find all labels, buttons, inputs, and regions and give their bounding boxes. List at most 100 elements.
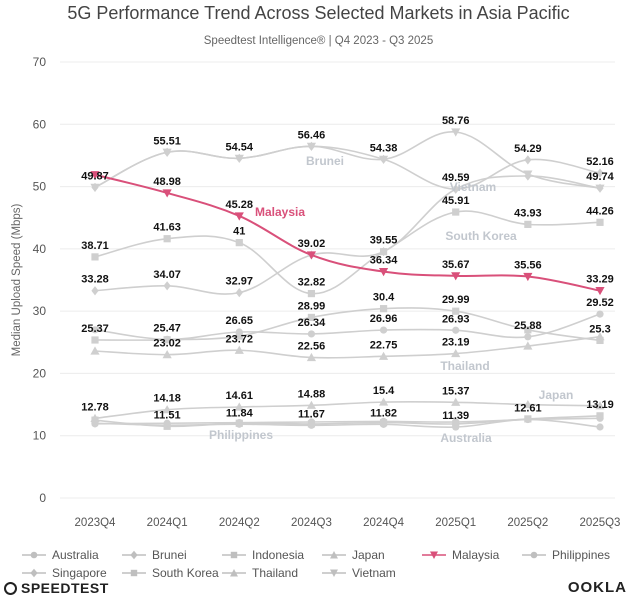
series-point-south-korea <box>307 289 316 298</box>
series-point-singapore <box>235 288 243 298</box>
series-point-extra-mid <box>379 326 388 334</box>
legend-label: South Korea <box>152 566 219 580</box>
data-label: 11.84 <box>226 407 254 419</box>
series-point-vietnam <box>523 170 533 179</box>
series-point-japan <box>306 400 317 409</box>
data-label: 23.72 <box>226 333 254 345</box>
series-point-malaysia <box>378 268 389 277</box>
series-inline-label: Australia <box>440 431 492 445</box>
x-tick-label: 2025Q3 <box>580 517 621 529</box>
series-point-vietnam <box>306 142 317 151</box>
data-label: 58.76 <box>442 115 470 127</box>
legend-row-2: Singapore South Korea Thailand Vietnam <box>22 564 622 582</box>
series-point-south-korea <box>91 253 99 261</box>
series-point-south-korea <box>452 208 460 216</box>
data-label: 12.61 <box>514 402 542 414</box>
legend-marker-icon <box>122 569 146 577</box>
data-label: 45.28 <box>226 199 254 211</box>
series-line-south-korea <box>94 210 601 295</box>
data-label: 23.02 <box>153 338 181 350</box>
legend-marker-icon <box>322 569 346 577</box>
series-point-extra-mid <box>307 330 316 338</box>
series-point-brunei <box>596 168 604 178</box>
series-point-extra-low <box>163 336 171 344</box>
ookla-logo: OOKLA <box>567 579 627 596</box>
series-point-philippines <box>307 418 316 426</box>
legend-marker-icon <box>422 551 446 559</box>
series-point-vietnam <box>595 184 605 193</box>
series-point-philippines <box>452 418 460 426</box>
speedtest-gauge-icon <box>4 581 17 595</box>
data-label: 11.82 <box>370 407 397 419</box>
data-label: 14.61 <box>226 390 254 402</box>
data-label: 39.02 <box>298 238 326 250</box>
y-tick-label: 0 <box>39 491 46 505</box>
series-point-philippines <box>235 419 243 427</box>
series-point-thailand <box>234 345 244 354</box>
series-point-japan <box>451 397 461 406</box>
series-point-philippines <box>379 417 388 425</box>
data-label: 14.18 <box>153 393 181 405</box>
data-label: 26.96 <box>370 313 398 325</box>
legend-label: Japan <box>352 548 385 562</box>
series-line-malaysia <box>94 173 601 292</box>
legend-item-singapore: Singapore <box>22 566 122 580</box>
line-chart: 0 10 20 30 40 50 60 70 2023Q4 2024Q1 2024Q2 2024Q3 2… <box>11 55 621 529</box>
x-tick-label: 2024Q1 <box>147 517 188 529</box>
series-inline-label: Philippines <box>209 428 273 442</box>
data-label: 14.88 <box>298 388 326 400</box>
series-point-south-korea <box>379 248 388 256</box>
series-point-malaysia <box>234 212 244 221</box>
legend-label: Australia <box>52 548 99 562</box>
series-inline-label: Thailand <box>440 359 489 373</box>
data-label: 35.56 <box>514 260 542 272</box>
data-label: 28.99 <box>298 300 326 312</box>
data-label: 54.38 <box>370 142 398 154</box>
legend-item-indonesia: Indonesia <box>222 548 322 562</box>
series-line-extra-low <box>94 307 601 342</box>
data-label: 13.19 <box>586 399 614 411</box>
legend-marker-icon <box>122 550 146 560</box>
legend-marker-icon <box>222 551 246 559</box>
series-line-philippines <box>94 417 601 425</box>
legend-item-thailand: Thailand <box>222 566 322 580</box>
data-label: 30.4 <box>373 292 395 304</box>
data-label: 34.07 <box>153 269 181 281</box>
series-point-australia <box>596 423 604 431</box>
series-line-thailand <box>94 335 601 359</box>
legend-marker-icon <box>22 568 46 578</box>
series-point-malaysia <box>523 272 533 282</box>
data-label: 29.99 <box>442 294 470 306</box>
data-label: 15.37 <box>442 385 470 397</box>
series-line-vietnam <box>94 131 601 189</box>
series-point-extra-mid <box>596 310 604 318</box>
series-point-extra-low <box>379 305 388 313</box>
data-label: 48.98 <box>153 176 181 188</box>
series-point-japan <box>378 397 389 406</box>
y-tick-label: 70 <box>33 55 47 69</box>
series-point-extra-low <box>91 336 99 344</box>
series-point-vietnam <box>451 128 461 137</box>
series-line-singapore <box>94 175 601 295</box>
data-label: 11.51 <box>154 409 181 421</box>
x-tick-label: 2025Q1 <box>435 517 476 529</box>
legend-label: Indonesia <box>252 548 305 562</box>
x-tick-label: 2023Q4 <box>75 517 117 529</box>
data-label: 26.65 <box>226 315 254 327</box>
series-point-philippines <box>91 420 99 428</box>
data-label: 49.74 <box>586 171 614 183</box>
data-label: 12.78 <box>81 401 109 413</box>
series-point-thailand <box>523 341 533 350</box>
series-point-extra-low <box>596 336 604 345</box>
series-point-philippines <box>596 414 604 422</box>
series-point-brunei <box>524 155 532 165</box>
chart-title: 5G Performance Trend Across Selected Mar… <box>67 3 570 23</box>
data-label: 49.59 <box>442 172 470 184</box>
data-label: 33.28 <box>81 274 109 286</box>
series-inline-label: Brunei <box>306 154 344 168</box>
series-point-philippines <box>524 415 532 424</box>
series-point-vietnam <box>234 154 244 163</box>
series-inline-label: Vietnam <box>450 180 496 194</box>
data-label: 22.75 <box>370 339 398 351</box>
legend-item-malaysia: Malaysia <box>422 548 522 562</box>
